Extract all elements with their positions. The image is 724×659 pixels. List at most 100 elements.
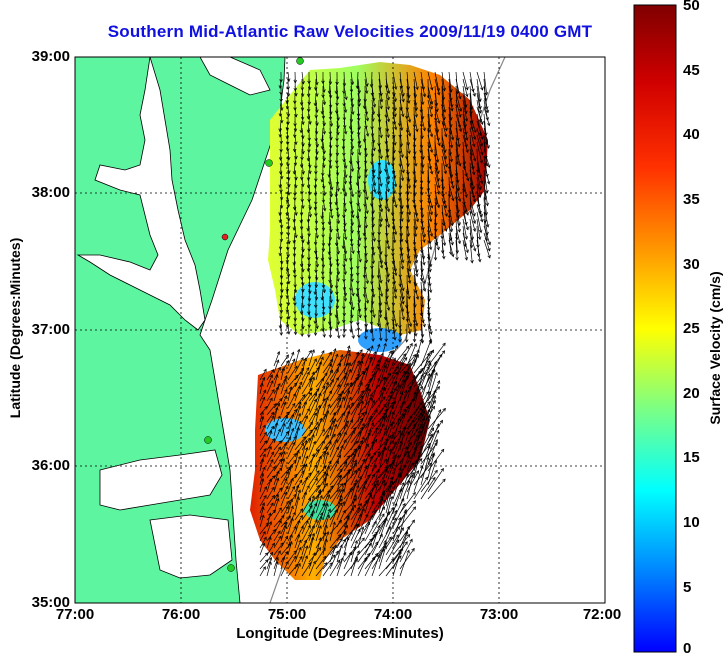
velocity-arrow [441,134,446,153]
velocity-arrow-head [263,440,268,444]
velocity-arrow [427,190,433,209]
velocity-arrow [294,436,306,451]
velocity-arrow [406,176,409,195]
velocity-arrow-head [279,224,284,229]
velocity-arrow [420,78,426,97]
velocity-arrow [357,474,370,493]
velocity-arrow [301,127,304,139]
velocity-arrow-head [337,533,342,538]
velocity-arrow [371,99,375,115]
velocity-arrow [441,190,447,209]
velocity-arrow-head [286,359,290,364]
velocity-arrow [357,353,364,374]
velocity-arrow [378,71,381,89]
velocity-arrow-head [271,415,275,419]
velocity-arrow [350,503,362,521]
velocity-arrow [370,295,373,313]
velocity-arrow-head [283,524,287,529]
velocity-arrow-head [260,478,265,482]
velocity-arrow [399,295,404,312]
velocity-arrow-head [357,431,362,435]
velocity-arrow-head [324,524,328,529]
velocity-arrow-head [281,367,286,371]
velocity-arrow [378,507,394,528]
colorbar-tick-label: 0 [683,640,692,657]
velocity-arrow [286,288,289,299]
velocity-arrow [483,127,490,149]
velocity-arrow-head [278,487,283,491]
velocity-arrow-head [308,164,312,169]
velocity-arrow [427,155,433,175]
velocity-arrow-head [414,212,419,217]
velocity-arrow [350,302,353,318]
velocity-arrow [455,211,460,233]
velocity-arrow [434,113,439,133]
velocity-arrow [413,382,421,409]
velocity-arrow-head [299,508,304,512]
velocity-arrow [420,218,426,238]
velocity-arrow [371,176,376,193]
velocity-arrow [287,309,290,319]
velocity-arrow [357,113,360,130]
velocity-arrow-head [289,540,293,545]
velocity-arrow-head [401,169,405,174]
velocity-arrow-head [307,298,312,302]
velocity-arrow [322,410,329,430]
velocity-arrow [385,197,390,212]
velocity-arrow [350,449,357,472]
velocity-arrow-head [407,480,411,484]
colorbar-tick-label: 20 [683,385,700,402]
velocity-arrow-head [443,170,448,175]
velocity-arrow [392,426,406,451]
velocity-arrow-head [402,370,406,375]
velocity-arrow-head [397,417,401,421]
velocity-arrow-head [261,502,265,506]
velocity-arrow-head [376,468,380,473]
velocity-arrow [385,134,389,152]
velocity-arrow [357,232,360,247]
velocity-arrow [308,485,320,500]
velocity-arrow-head [384,338,388,343]
velocity-arrow-head [293,134,297,139]
velocity-arrow [364,120,369,137]
velocity-arrow [399,190,403,209]
velocity-arrow-head [275,374,279,378]
velocity-arrow [301,274,304,286]
velocity-arrow-head [335,550,339,555]
velocity-arrow-head [316,470,320,474]
velocity-arrow-head [414,226,418,231]
velocity-arrow-head [438,409,442,413]
velocity-arrow-head [318,488,322,493]
velocity-arrow-head [377,450,381,455]
velocity-arrow [336,260,340,275]
velocity-arrow-head [428,338,432,343]
velocity-arrow-head [399,547,404,552]
velocity-arrow-head [328,363,332,367]
velocity-arrow [343,369,352,388]
velocity-arrow-head [296,426,300,431]
velocity-arrow-head [400,266,405,270]
velocity-arrow-head [282,450,286,455]
velocity-arrow-head [399,440,403,445]
velocity-arrow [343,225,347,240]
velocity-arrow [371,344,380,367]
velocity-arrow [399,141,404,158]
velocity-arrow-head [422,127,426,132]
velocity-arrow-head [325,410,330,414]
velocity-arrow-head [326,514,330,518]
velocity-arrow-head [332,521,336,526]
velocity-arrow-head [325,531,330,535]
velocity-arrow-head [364,336,368,340]
velocity-arrow [308,449,320,465]
velocity-arrow [413,426,425,451]
velocity-arrow-head [339,494,343,498]
velocity-arrow [399,113,403,131]
velocity-arrow [294,413,301,430]
velocity-arrow-head [398,466,402,471]
velocity-arrow [329,316,332,330]
velocity-arrow [441,71,445,91]
velocity-arrow-head [383,539,387,544]
velocity-arrow [364,345,374,367]
velocity-arrow [329,455,342,472]
velocity-arrow [476,99,482,123]
